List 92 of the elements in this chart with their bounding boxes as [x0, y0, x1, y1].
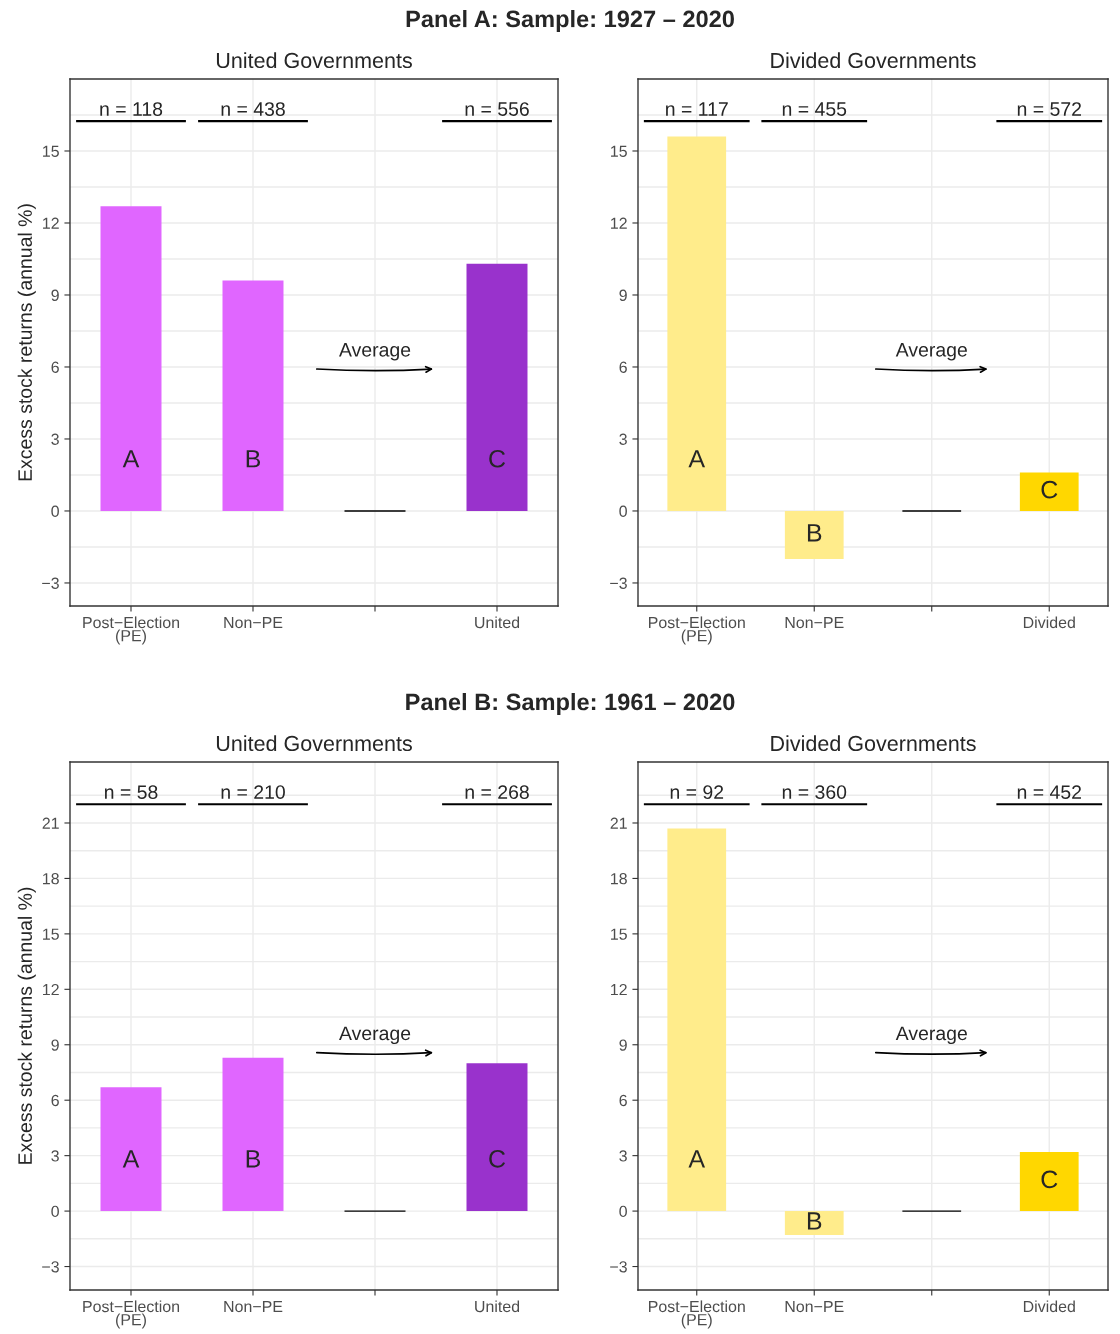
annotation: n = 452 [1017, 785, 1081, 800]
y-tick-label: 12 [43, 983, 59, 996]
data-label: C [489, 1149, 506, 1168]
bar [784, 510, 844, 559]
text: Panel A: Sample: 1927 – 2020 [406, 10, 734, 33]
y-tick-label: 3 [619, 1150, 627, 1162]
x-tick-label: United [475, 616, 520, 629]
annotation: n = 117 [666, 102, 728, 116]
annotation: n = 92 [670, 785, 724, 800]
y-tick-label: 15 [611, 145, 627, 157]
data-label: C [1041, 1170, 1058, 1189]
bar [466, 1063, 528, 1212]
y-tick-label: 12 [43, 217, 59, 229]
x-tick-label: Non−PE [785, 1301, 844, 1313]
x-tick-label: Non−PE [785, 617, 844, 629]
y-tick-label: 15 [611, 928, 627, 940]
y-tick-label: −3 [42, 577, 59, 589]
x-tick-label: Non−PE [224, 617, 283, 629]
bar [1019, 472, 1079, 511]
chart-title: United Governments [216, 735, 412, 752]
annotation: Average [895, 1026, 967, 1045]
y-tick-label: −3 [610, 1261, 627, 1273]
x-tick-label: Post−Election (PE) [649, 1300, 745, 1329]
y-tick-label: 21 [42, 817, 59, 829]
y-tick-label: 6 [51, 1094, 59, 1107]
chart-title: Divided Governments [771, 735, 976, 752]
bar [784, 1211, 844, 1236]
annotation: Average [895, 343, 967, 361]
bar [222, 280, 284, 511]
y-tick-label: 9 [619, 1039, 627, 1051]
chart-title: United Governments [216, 52, 412, 69]
annotation: n = 268 [465, 785, 529, 800]
bar [667, 136, 727, 511]
y-tick-label: 9 [51, 1039, 59, 1051]
annotation: n = 572 [1017, 102, 1081, 116]
y-tick-label: −3 [42, 1261, 59, 1273]
y-tick-label: 15 [43, 145, 59, 157]
data-label: C [1041, 480, 1058, 499]
annotation: Average [339, 1026, 411, 1045]
data-label: B [246, 1150, 261, 1168]
y-tick-label: 3 [619, 433, 627, 445]
annotation: n = 455 [782, 102, 847, 116]
data-label: A [688, 450, 706, 468]
y-tick-label: 0 [51, 1205, 59, 1218]
y-tick-label: 9 [619, 289, 627, 301]
y-tick-label: 21 [610, 817, 627, 829]
y-tick-label: 0 [619, 1205, 627, 1218]
data-label: B [246, 450, 261, 468]
chart-title: Divided Governments [771, 52, 976, 69]
y-tick-label: 6 [619, 1094, 627, 1107]
y-tick-label: 0 [619, 505, 627, 517]
y-tick-label: 3 [51, 1150, 59, 1162]
data-label: A [688, 1150, 706, 1168]
annotation: n = 210 [221, 785, 285, 800]
y-tick-label: 12 [611, 217, 627, 229]
bar [222, 1057, 284, 1212]
x-tick-label: Post−Election (PE) [83, 616, 180, 645]
x-tick-label: United [475, 1300, 520, 1313]
bar [667, 828, 727, 1212]
annotation: n = 58 [104, 785, 158, 800]
y-tick-label: 6 [619, 361, 627, 373]
data-label: B [807, 524, 822, 542]
y-tick-label: 12 [611, 983, 627, 996]
bar [100, 1087, 162, 1212]
y-tick-label: 6 [51, 361, 59, 373]
y-tick-label: 9 [51, 289, 59, 301]
x-tick-label: Divided [1023, 1300, 1075, 1313]
y-tick-label: 18 [611, 873, 627, 885]
text: Panel B: Sample: 1961 – 2020 [406, 692, 735, 716]
annotation: Average [339, 343, 411, 361]
y-axis-title: Excess stock returns (annual %) [17, 204, 36, 481]
x-tick-label: Post−Election (PE) [83, 1300, 180, 1329]
annotation: n = 360 [782, 785, 847, 800]
y-tick-label: 15 [43, 928, 59, 940]
data-label: C [489, 449, 506, 468]
annotation: n = 438 [221, 102, 285, 116]
data-label: A [122, 450, 140, 468]
bar [1019, 1151, 1079, 1212]
y-tick-label: 3 [51, 433, 59, 445]
y-tick-label: 0 [51, 505, 59, 517]
data-label: B [807, 1212, 822, 1230]
x-tick-label: Divided [1023, 616, 1075, 629]
x-tick-label: Non−PE [224, 1301, 283, 1313]
y-tick-label: 18 [43, 873, 59, 885]
y-axis-title: Excess stock returns (annual %) [17, 887, 36, 1164]
annotation: n = 556 [465, 102, 529, 116]
x-tick-label: Post−Election (PE) [649, 616, 745, 645]
bar [466, 263, 528, 511]
annotation: n = 118 [100, 102, 163, 116]
y-tick-label: −3 [610, 577, 627, 589]
data-label: A [122, 1150, 140, 1168]
bar [100, 206, 162, 511]
